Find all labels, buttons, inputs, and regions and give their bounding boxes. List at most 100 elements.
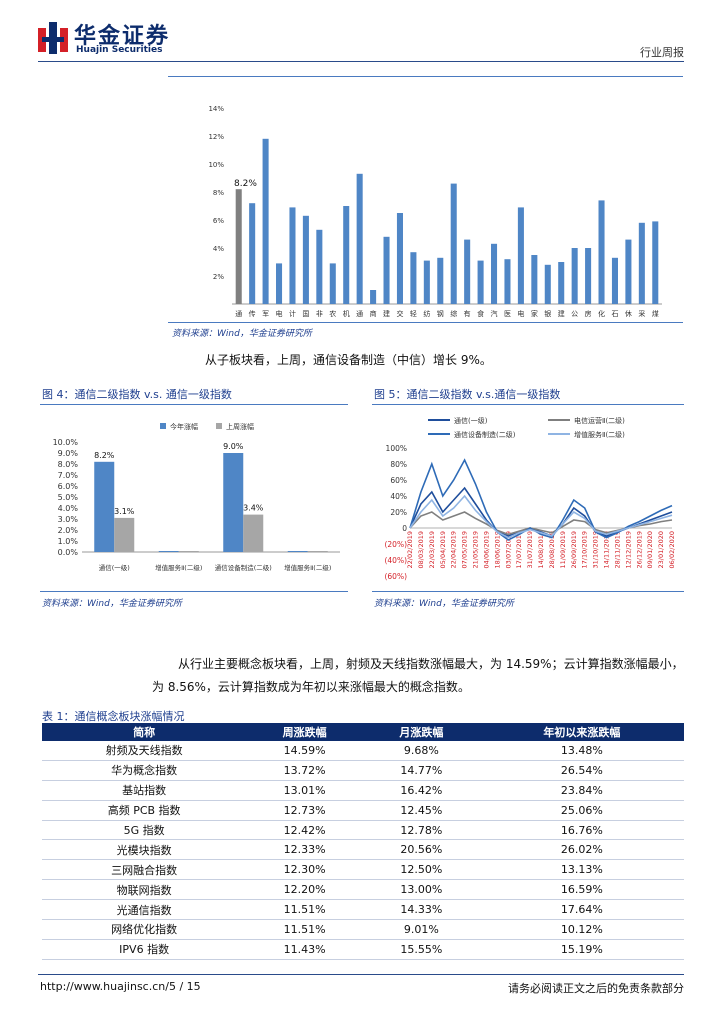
cell-monthly: 12.50%: [362, 859, 480, 881]
cell-weekly: 13.72%: [246, 760, 363, 781]
chart1-bar: [477, 260, 484, 304]
cell-weekly: 12.30%: [246, 859, 363, 881]
fig4-ytick-label: 6.0%: [58, 482, 79, 491]
chart1-bar: [611, 257, 618, 304]
fig4-xtick-label: 增值服务Ⅱ(二级): [155, 563, 202, 572]
cell-name: 物联网指数: [42, 879, 247, 901]
fig5-xtick-label: 22/02/2019: [406, 531, 414, 568]
table-row: 光通信指数 11.51% 14.33% 17.64%: [42, 899, 684, 921]
fig5-legend-label: 通信设备制造(二级): [454, 430, 516, 439]
report-type: 行业周报: [640, 46, 684, 59]
fig5-xtick-label: 21/05/2019: [472, 531, 480, 568]
chart1-xtick-label: 传: [249, 309, 256, 318]
fig5-xtick-label: 22/04/2019: [450, 531, 458, 568]
table-row: 5G 指数 12.42% 12.78% 16.76%: [42, 820, 684, 841]
cell-name: 射频及天线指数: [42, 741, 247, 761]
fig4-ytick-label: 0.0%: [58, 548, 79, 557]
fig4-bottom-rule: [40, 591, 348, 592]
chart1-ytick-label: 14%: [208, 105, 224, 113]
fig4-xtick-label: 增值服务Ⅱ(二级): [284, 563, 331, 572]
chart1-xtick-label: 煤: [652, 309, 659, 318]
chart1-xtick-label: 采: [638, 309, 645, 318]
cell-monthly: 9.68%: [362, 741, 480, 761]
fig4-legend-label: 今年涨幅: [170, 422, 198, 431]
fig5-title: 图 5：通信二级指数 v.s.通信一级指数: [374, 388, 561, 401]
fig5-ytick-label: 40%: [390, 492, 407, 501]
fig5-source: 资料来源：Wind，华金证券研究所: [374, 599, 514, 609]
paragraph-concept-line2: 为 8.56%，云计算指数成为年初以来涨幅最大的概念指数。: [152, 680, 470, 694]
chart1-xtick-label: 纺: [423, 309, 430, 318]
chart1-bar: [316, 229, 323, 304]
chart1-xtick-label: 公: [571, 310, 578, 318]
cell-name: 基站指数: [42, 780, 247, 801]
chart1-xtick-label: 建: [558, 309, 565, 318]
chart1-bar: [571, 248, 578, 304]
chart1-xtick-label: 机: [343, 309, 350, 318]
chart1-top-rule: [168, 76, 683, 77]
header-name: 简称: [42, 723, 247, 741]
brand-name-cn: 华金证券: [74, 24, 171, 49]
chart1-bar: [329, 263, 336, 304]
cell-monthly: 16.42%: [362, 780, 480, 801]
cell-monthly: 14.33%: [362, 899, 480, 921]
header-ytd: 年初以来涨跌幅: [479, 723, 684, 741]
chart1-ytick-label: 12%: [208, 133, 224, 141]
chart1-xtick-label: 银: [544, 309, 551, 318]
fig4-data-label: 3.4%: [243, 504, 264, 513]
fig5-xtick-label: 26/12/2019: [635, 531, 643, 568]
fig5-legend-label: 通信(一级): [454, 416, 488, 425]
chart1-bar: [370, 290, 377, 304]
chart1-bar: [638, 222, 645, 304]
fig5-xtick-label: 22/03/2019: [428, 531, 436, 568]
fig4-legend-label: 上周涨幅: [226, 422, 254, 431]
cell-monthly: 12.45%: [362, 800, 480, 821]
chart1-bar: [302, 215, 309, 304]
cell-name: 华为概念指数: [42, 760, 247, 781]
cell-monthly: 12.78%: [362, 820, 480, 841]
fig5-ytick-label: 100%: [386, 444, 407, 453]
fig5-xtick-label: 06/02/2020: [668, 531, 676, 568]
chart1-bar: [423, 260, 430, 304]
cell-ytd: 25.06%: [479, 800, 684, 821]
fig5-xtick-label: 17/10/2019: [581, 531, 589, 568]
fig4-ytick-label: 10.0%: [53, 438, 79, 447]
chart1-bar: [249, 203, 256, 304]
chart1-bar: [491, 243, 498, 304]
chart1-bar: [396, 213, 403, 304]
cell-name: 光模块指数: [42, 839, 247, 861]
brand-name-en: Huajin Securities: [76, 45, 163, 55]
chart1-bar: [652, 221, 659, 304]
cell-ytd: 10.12%: [479, 919, 684, 940]
footer-url[interactable]: http://www.huajinsc.cn/5 / 15: [40, 980, 201, 993]
chart1-bar: [625, 239, 632, 304]
cell-name: 5G 指数: [42, 820, 247, 841]
cell-weekly: 11.51%: [246, 899, 363, 921]
cell-name: 三网融合指数: [42, 859, 247, 881]
chart1-bottom-rule: [168, 322, 683, 323]
cell-weekly: 14.59%: [246, 741, 363, 761]
chart1-xtick-label: 有: [464, 309, 471, 318]
cell-weekly: 11.51%: [246, 919, 363, 940]
chart1-bar: [531, 255, 538, 304]
fig5-ytick-label: 20%: [390, 508, 407, 517]
header-weekly: 周涨跌幅: [246, 723, 363, 741]
chart1-xtick-label: 轻: [410, 309, 417, 318]
chart1-xtick-label: 通: [356, 309, 363, 318]
chart1-xtick-label: 食: [477, 309, 484, 318]
table-row: 网络优化指数 11.51% 9.01% 10.12%: [42, 919, 684, 940]
chart1-xtick-label: 汽: [491, 309, 498, 318]
fig5-ytick-label: 80%: [390, 460, 407, 469]
fig5-xtick-label: 12/12/2019: [624, 531, 632, 568]
fig4-bar: [307, 551, 328, 552]
fig5-top-rule: [372, 404, 684, 405]
table-row: 物联网指数 12.20% 13.00% 16.59%: [42, 879, 684, 901]
chart1-bar: [585, 248, 592, 304]
chart1-bar: [504, 259, 511, 304]
fig4-data-label: 9.0%: [223, 442, 244, 451]
fig5-xtick-label: 14/08/2019: [537, 531, 545, 568]
fig5-xtick-label: 08/03/2019: [417, 531, 425, 568]
fig4-ytick-label: 3.0%: [58, 515, 79, 524]
cell-name: IPV6 指数: [42, 939, 247, 960]
table-row: IPV6 指数 11.43% 15.55% 15.19%: [42, 939, 684, 960]
fig5-xtick-label: 31/10/2019: [592, 531, 600, 568]
